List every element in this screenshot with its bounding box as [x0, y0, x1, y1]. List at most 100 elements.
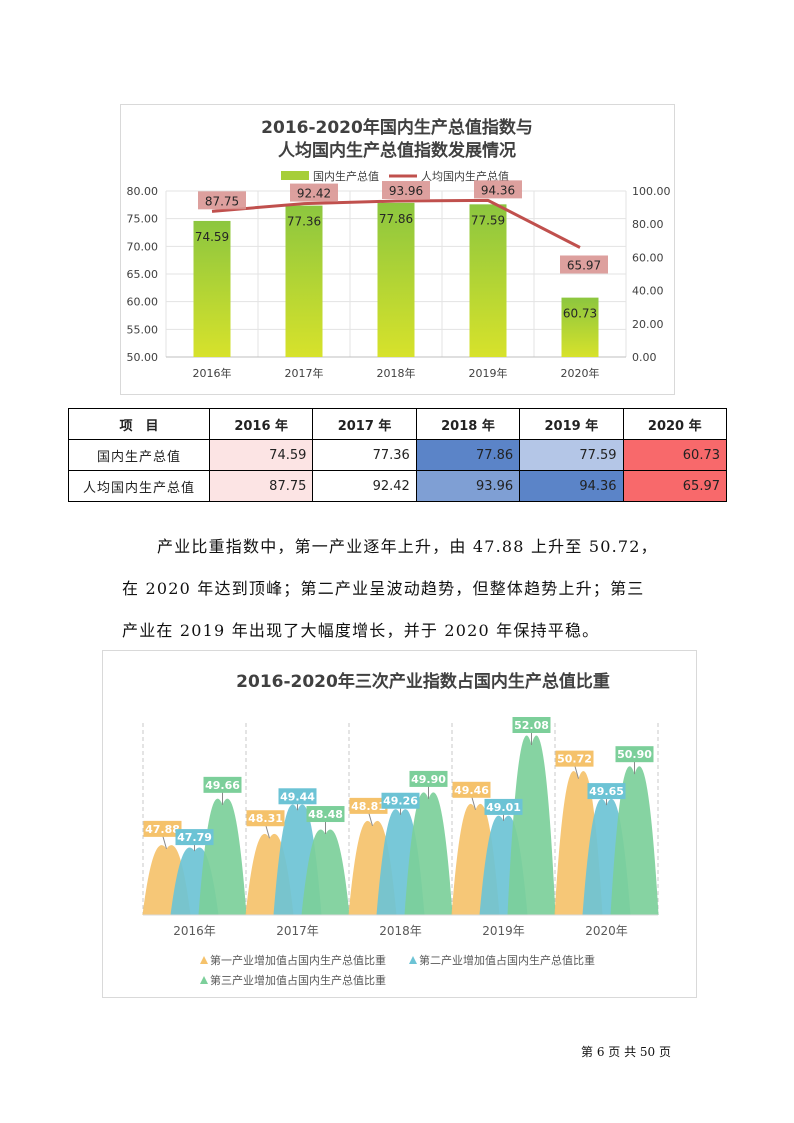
bar-data-label: 77.59: [471, 213, 505, 227]
bar: [285, 205, 323, 357]
y-tick-label-right: 60.00: [632, 251, 664, 264]
chart1-labels: 87.75 92.42 93.96 94.36 65.97 74.59 77.36 77.86…: [195, 180, 608, 321]
bar-data-label: 60.73: [563, 307, 597, 321]
bar-data-label: 77.36: [287, 215, 321, 229]
peak-data-label: 48.48: [308, 808, 343, 821]
peak-label-box: [555, 750, 594, 767]
table-cell: 77.86: [415, 439, 521, 471]
peak-label-box: [246, 810, 285, 827]
peak-data-label: 48.31: [248, 812, 283, 825]
peak-data-label: 47.79: [177, 831, 212, 844]
x-tick-label: 2016年: [193, 366, 232, 380]
peak-data-label: 52.08: [514, 719, 549, 732]
peak-data-label: 49.01: [486, 801, 521, 814]
label-leader: [265, 824, 270, 839]
x-tick-label: 2019年: [469, 366, 508, 380]
chart1-axes: 80.00 75.00 70.00 65.00 60.00 55.00 50.00 100.0…: [127, 185, 671, 380]
paragraph-line: 在 2020 年达到顶峰；第二产业呈波动趋势，但整体趋势上升；第三: [122, 579, 645, 598]
peak-shape: [198, 798, 247, 915]
y-tick-label-right: 100.00: [632, 185, 671, 198]
y-tick-label-left: 65.00: [127, 268, 159, 281]
peak-label-box: [306, 806, 345, 823]
table-cell: 94.36: [519, 470, 624, 502]
label-leader: [471, 795, 476, 810]
line-label-box: [474, 180, 522, 199]
table-row: 国内生产总值 74.59 77.36 77.86 77.59 60.73: [68, 439, 728, 471]
chart2-xlabels: 2016年 2017年 2018年 2019年 2020年: [173, 924, 628, 938]
legend-marker-secondary: [409, 956, 417, 964]
page-footer: 第 6 页 共 50 页: [581, 1045, 671, 1059]
peak-label-box: [278, 788, 317, 805]
index-table: 项 目 2016 年 2017 年 2018 年 2019 年 2020 年 国…: [68, 408, 728, 502]
table-header-cell: 2019 年: [519, 408, 624, 440]
peak-label-box: [615, 746, 654, 763]
table-cell: 93.96: [415, 470, 521, 502]
peak-label-box: [349, 797, 388, 814]
chart2-title: 2016-2020年三次产业指数占国内生产总值比重: [236, 671, 610, 692]
line-data-label: 87.75: [205, 194, 239, 208]
y-tick-label-right: 80.00: [632, 218, 664, 231]
peak-shape: [507, 735, 556, 915]
peak-label-box: [452, 781, 491, 798]
peak-data-label: 50.90: [617, 748, 652, 761]
legend-marker-primary: [200, 956, 208, 964]
x-tick-label: 2020年: [561, 366, 600, 380]
peak-label-box: [409, 770, 448, 787]
table-cell: 87.75: [208, 470, 314, 502]
table-row: 人均国内生产总值 87.75 92.42 93.96 94.36 65.97: [68, 470, 728, 502]
peak-label-box: [381, 792, 420, 809]
legend-label-secondary: 第二产业增加值占国内生产总值比重: [419, 953, 595, 967]
chart2-legend: 第一产业增加值占国内生产总值比重 第二产业增加值占国内生产总值比重 第三产业增加…: [200, 953, 595, 987]
peak-data-label: 49.44: [280, 790, 315, 803]
x-tick-label: 2018年: [377, 366, 416, 380]
bar-data-label: 74.59: [195, 230, 229, 244]
industry-share-chart: 2016-2020年三次产业指数占国内生产总值比重 47.88 47.79 49.6…: [102, 650, 697, 998]
peak-label-box: [175, 829, 214, 846]
peak-data-label: 49.90: [411, 773, 446, 786]
peak-data-label: 49.66: [205, 779, 240, 792]
table-header-cell: 2020 年: [622, 408, 728, 440]
peak-data-label: 50.72: [557, 753, 592, 766]
table-cell: 77.59: [519, 439, 624, 471]
legend-label-per-capita: 人均国内生产总值: [421, 169, 509, 183]
bar: [377, 202, 415, 357]
table-cell: 60.73: [622, 439, 728, 471]
table-cell: 74.59: [208, 439, 314, 471]
chart2-dividers: [142, 723, 659, 915]
paragraph-line: 产业比重指数中，第一产业逐年上升，由 47.88 上升至 50.72，: [157, 537, 658, 556]
table-cell: 77.36: [312, 439, 417, 471]
label-leader: [368, 811, 373, 827]
peak-label-box: [203, 776, 242, 793]
label-leader: [162, 834, 167, 850]
gdp-index-chart: 2016-2020年国内生产总值指数与 人均国内生产总值指数发展情况 国内生产总…: [120, 104, 675, 395]
table-cell: 92.42: [312, 470, 417, 502]
peak-label-box: [587, 783, 626, 800]
line-label-box: [290, 183, 338, 202]
table-header-cell: 2016 年: [208, 408, 314, 440]
line-label-box: [382, 181, 430, 200]
line-label-box: [198, 191, 246, 210]
y-tick-label-right: 20.00: [632, 318, 664, 331]
bar: [193, 220, 231, 357]
peak-shape: [404, 792, 453, 915]
peak-data-label: 48.81: [351, 800, 386, 813]
bar: [561, 297, 599, 357]
peak-label-box: [512, 717, 551, 733]
bar: [469, 204, 507, 357]
table-row-label: 人均国内生产总值: [68, 470, 210, 502]
label-leader: [574, 764, 579, 779]
y-tick-label-left: 60.00: [127, 296, 159, 309]
peak-shape: [301, 829, 350, 915]
y-tick-label-left: 80.00: [127, 185, 159, 198]
legend-marker-tertiary: [200, 976, 208, 984]
peak-data-label: 49.46: [454, 784, 489, 797]
table-header-cell: 2017 年: [312, 408, 417, 440]
y-tick-label-left: 55.00: [127, 323, 159, 336]
line-series-per-capita: [211, 198, 581, 249]
chart2-peaks: [142, 735, 659, 915]
y-tick-label-left: 75.00: [127, 213, 159, 226]
line-label-box: [560, 255, 608, 274]
peak-label-box: [484, 798, 523, 815]
